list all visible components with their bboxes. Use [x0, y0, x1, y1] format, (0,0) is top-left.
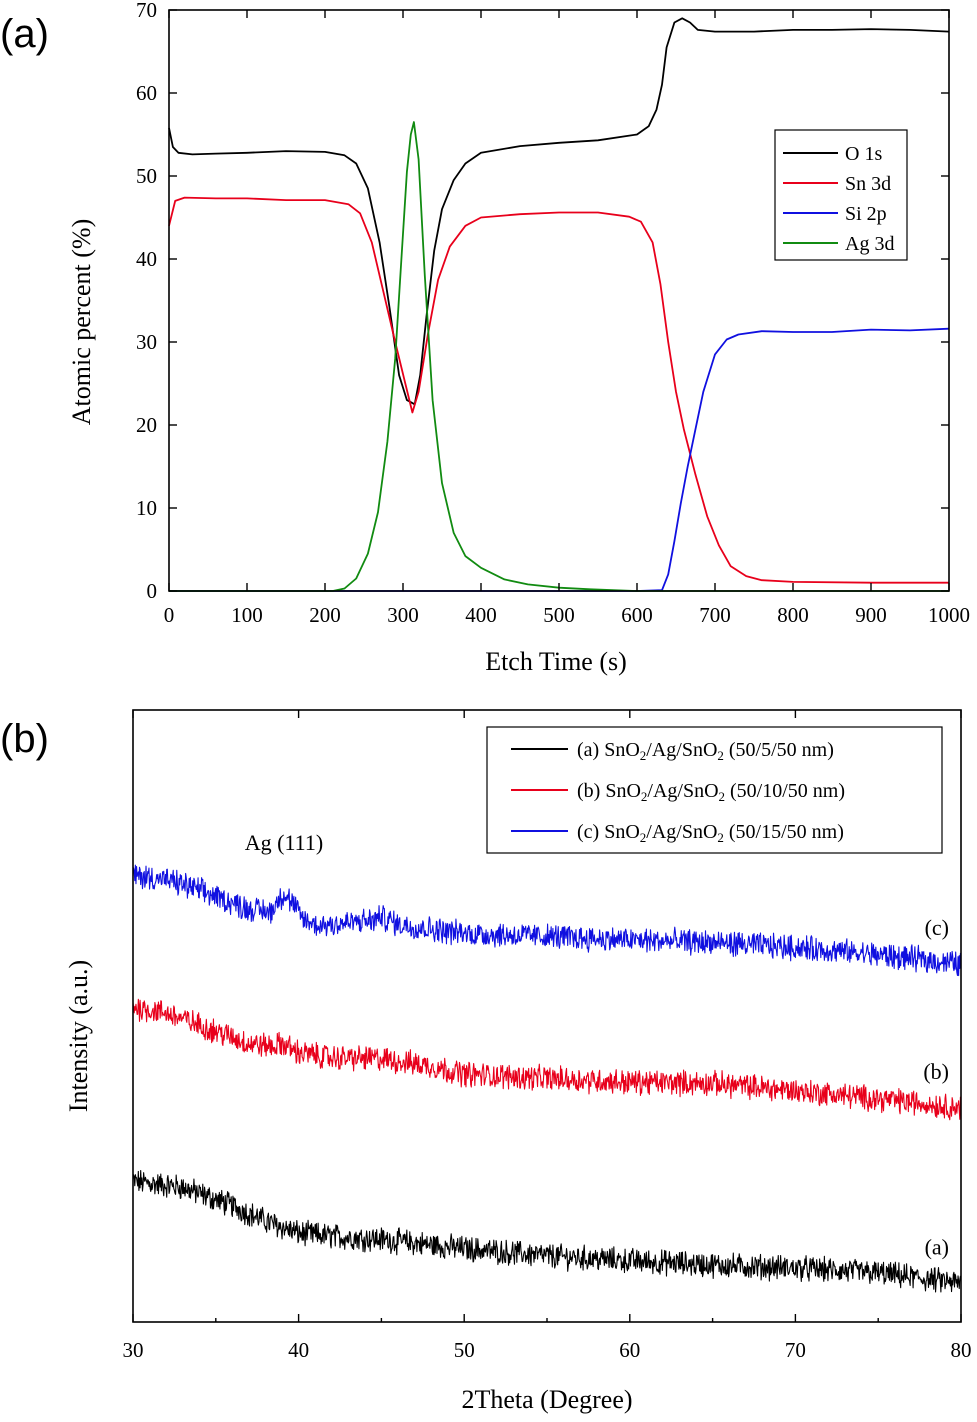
x-tick-label: 900 — [855, 603, 887, 627]
panel-b-x-axis-title: 2Theta (Degree) — [461, 1385, 632, 1414]
panel-b-xrd-chart: (b) 30 40 50 60 70 80 2Theta (Degree) Intensi… — [0, 709, 972, 1414]
panel-a-plot-frame — [168, 9, 950, 592]
x-tick-label: 70 — [785, 1338, 806, 1362]
y-tick-label: 50 — [136, 164, 157, 188]
x-tick-label: 400 — [465, 603, 497, 627]
x-tick-label: 500 — [543, 603, 575, 627]
legend-label-o-1s: O 1s — [845, 143, 882, 165]
panel-b-y-axis-title: Intensity (a.u.) — [64, 960, 93, 1112]
y-tick-label: 70 — [136, 0, 157, 22]
panel-a-y-axis-title: Atomic percent (%) — [67, 219, 96, 425]
ag-111-peak-annotation: Ag (111) — [245, 830, 323, 855]
y-tick-label: 30 — [136, 330, 157, 354]
x-tick-label: 80 — [951, 1338, 972, 1362]
x-tick-label: 200 — [309, 603, 341, 627]
panel-a-y-axis: 0 10 20 30 40 50 60 70 — [136, 0, 949, 603]
legend-label-c: (c) SnO2/Ag/SnO2 (50/15/50 nm) — [577, 821, 844, 845]
series-line-o-1s — [168, 17, 950, 406]
legend-label-ag-3d: Ag 3d — [845, 233, 894, 255]
x-tick-label: 1000 — [928, 603, 970, 627]
x-tick-label: 0 — [164, 603, 175, 627]
panel-a-x-axis-title: Etch Time (s) — [485, 647, 627, 676]
panel-a-label: (a) — [0, 12, 49, 56]
x-tick-label: 600 — [621, 603, 653, 627]
legend-label-b: (b) SnO2/Ag/SnO2 (50/10/50 nm) — [577, 780, 845, 804]
panel-a-x-axis: 0 100 200 300 400 500 600 700 800 900 1000 — [164, 10, 970, 627]
curve-label-b: (b) — [923, 1059, 949, 1084]
series-line-b — [132, 998, 962, 1121]
panel-b-legend: (a) SnO2/Ag/SnO2 (50/5/50 nm) (b) SnO2/Ag… — [486, 726, 943, 854]
x-tick-label: 100 — [231, 603, 263, 627]
y-tick-label: 10 — [136, 496, 157, 520]
x-tick-label: 800 — [777, 603, 809, 627]
panel-b-label: (b) — [0, 717, 49, 761]
series-line-sn-3d — [168, 196, 949, 584]
series-line-ag-3d — [169, 121, 949, 592]
panel-b-x-axis: 30 40 50 60 70 80 — [123, 710, 972, 1362]
legend-label-sn-3d: Sn 3d — [845, 173, 891, 195]
curve-label-c: (c) — [925, 915, 949, 940]
series-line-si-2p — [169, 327, 950, 592]
panel-a-series-group — [168, 17, 950, 592]
y-tick-label: 40 — [136, 247, 157, 271]
x-tick-label: 300 — [387, 603, 419, 627]
y-tick-label: 60 — [136, 81, 157, 105]
curve-label-a: (a) — [925, 1234, 949, 1259]
legend-label-si-2p: Si 2p — [845, 203, 887, 225]
series-line-a — [132, 1169, 962, 1293]
y-tick-label: 20 — [136, 413, 157, 437]
panel-a-legend: O 1s Sn 3d Si 2p Ag 3d — [774, 129, 908, 261]
panel-b-curve-labels: (a) (b) (c) — [923, 915, 949, 1259]
legend-label-a: (a) SnO2/Ag/SnO2 (50/5/50 nm) — [577, 739, 834, 763]
x-tick-label: 60 — [619, 1338, 640, 1362]
x-tick-label: 40 — [288, 1338, 309, 1362]
panel-a-depth-profile-chart: (a) 0 100 200 300 400 500 600 700 800 900 1000 0 10… — [0, 0, 970, 676]
panel-b-series-group — [132, 864, 962, 1293]
x-tick-label: 700 — [699, 603, 731, 627]
y-tick-label: 0 — [147, 579, 158, 603]
series-line-c — [132, 864, 962, 977]
panel-a-legend-box — [774, 129, 908, 261]
x-tick-label: 30 — [123, 1338, 144, 1362]
x-tick-label: 50 — [454, 1338, 475, 1362]
